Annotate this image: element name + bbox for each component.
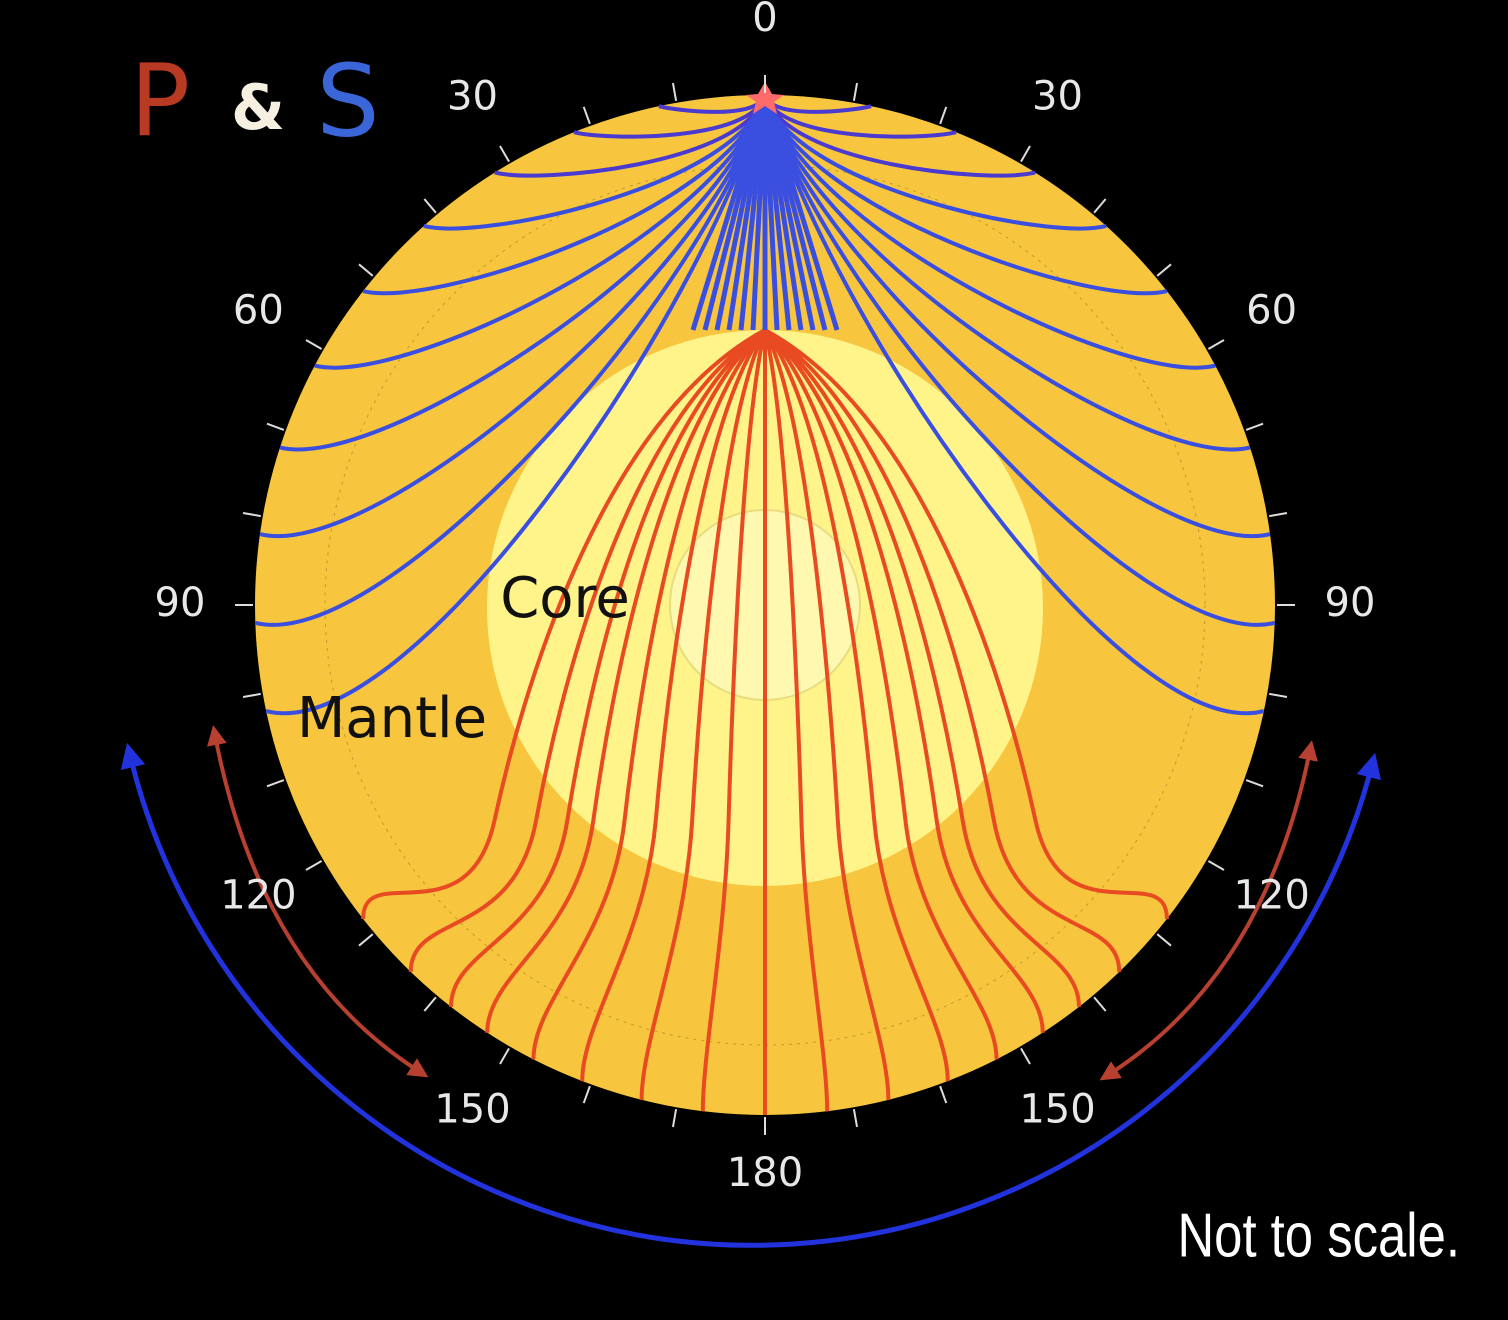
s-ray (362, 94, 767, 296)
surface-tick (266, 422, 285, 431)
surface-tick (582, 1085, 591, 1104)
s-ray (259, 94, 767, 538)
s-ray (254, 94, 767, 627)
mantle-label: Mantle (297, 686, 487, 751)
surface-tick (1207, 860, 1225, 871)
s-ray (763, 94, 1276, 627)
surface-tick (852, 1109, 859, 1128)
surface-tick (1156, 263, 1172, 277)
surface-tick (671, 1109, 678, 1128)
distance-label: 150 (1019, 1087, 1095, 1133)
surface-tick (1093, 996, 1107, 1012)
surface-tick (499, 145, 510, 163)
s-ray-core-entry (762, 94, 840, 331)
s-ray (763, 94, 1168, 296)
s-ray (763, 94, 1251, 452)
core-label: Core (500, 566, 630, 631)
distance-label: 180 (727, 1150, 803, 1196)
surface-tick (852, 82, 859, 101)
p-shadow-arc-right (1099, 740, 1318, 1081)
s-ray (423, 94, 767, 231)
distance-label: 30 (447, 73, 498, 119)
surface-tick (423, 198, 437, 214)
s-ray (763, 94, 1216, 370)
surface-tick (939, 1085, 948, 1104)
surface-tick (305, 339, 323, 350)
surface-tick (242, 692, 261, 699)
p-ray (763, 329, 891, 1100)
p-shadow-arc-left (207, 725, 429, 1078)
surface-tick (1093, 198, 1107, 214)
distance-label: 150 (434, 1087, 510, 1133)
surface-tick (939, 106, 948, 125)
scale-note: Not to scale. (1177, 1202, 1460, 1271)
s-ray (265, 94, 767, 716)
surface-tick (266, 779, 285, 788)
surface-tick (423, 996, 437, 1012)
distance-label: 120 (220, 873, 296, 919)
surface-tick (499, 1047, 510, 1065)
title-s: S (316, 42, 379, 159)
surface-tick (358, 933, 374, 947)
p-ray (763, 329, 830, 1112)
s-ray (763, 94, 1036, 178)
surface-tick (1156, 933, 1172, 947)
title-p: P (130, 42, 190, 159)
s-ray (494, 94, 767, 178)
p-ray (639, 329, 767, 1100)
title-and: & (231, 71, 285, 144)
s-ray (314, 94, 767, 370)
s-ray (763, 94, 1271, 538)
distance-label: 60 (233, 288, 284, 334)
surface-tick (242, 511, 261, 518)
surface-tick (1207, 339, 1225, 350)
surface-tick (1245, 422, 1264, 431)
p-ray (580, 328, 767, 1082)
surface-tick (1269, 511, 1288, 518)
p-ray (763, 328, 950, 1082)
s-ray (763, 94, 1107, 231)
surface-tick (1020, 1047, 1031, 1065)
distance-label: 120 (1233, 873, 1309, 919)
s-ray (763, 94, 1265, 716)
distance-label: 0 (752, 0, 777, 41)
p-ray (763, 328, 999, 1060)
surface-tick (582, 106, 591, 125)
surface-tick (358, 263, 374, 277)
surface-tick (305, 860, 323, 871)
surface-tick (1020, 145, 1031, 163)
s-ray (279, 94, 767, 452)
distance-label: 30 (1032, 73, 1083, 119)
distance-label: 90 (1325, 580, 1376, 626)
source-star (746, 82, 784, 114)
surface-tick (1245, 779, 1264, 788)
distance-label: 90 (155, 580, 206, 626)
surface-tick (1269, 692, 1288, 699)
distance-label: 60 (1246, 288, 1297, 334)
p-ray (700, 329, 767, 1112)
surface-tick (671, 82, 678, 101)
p-ray (531, 328, 767, 1060)
